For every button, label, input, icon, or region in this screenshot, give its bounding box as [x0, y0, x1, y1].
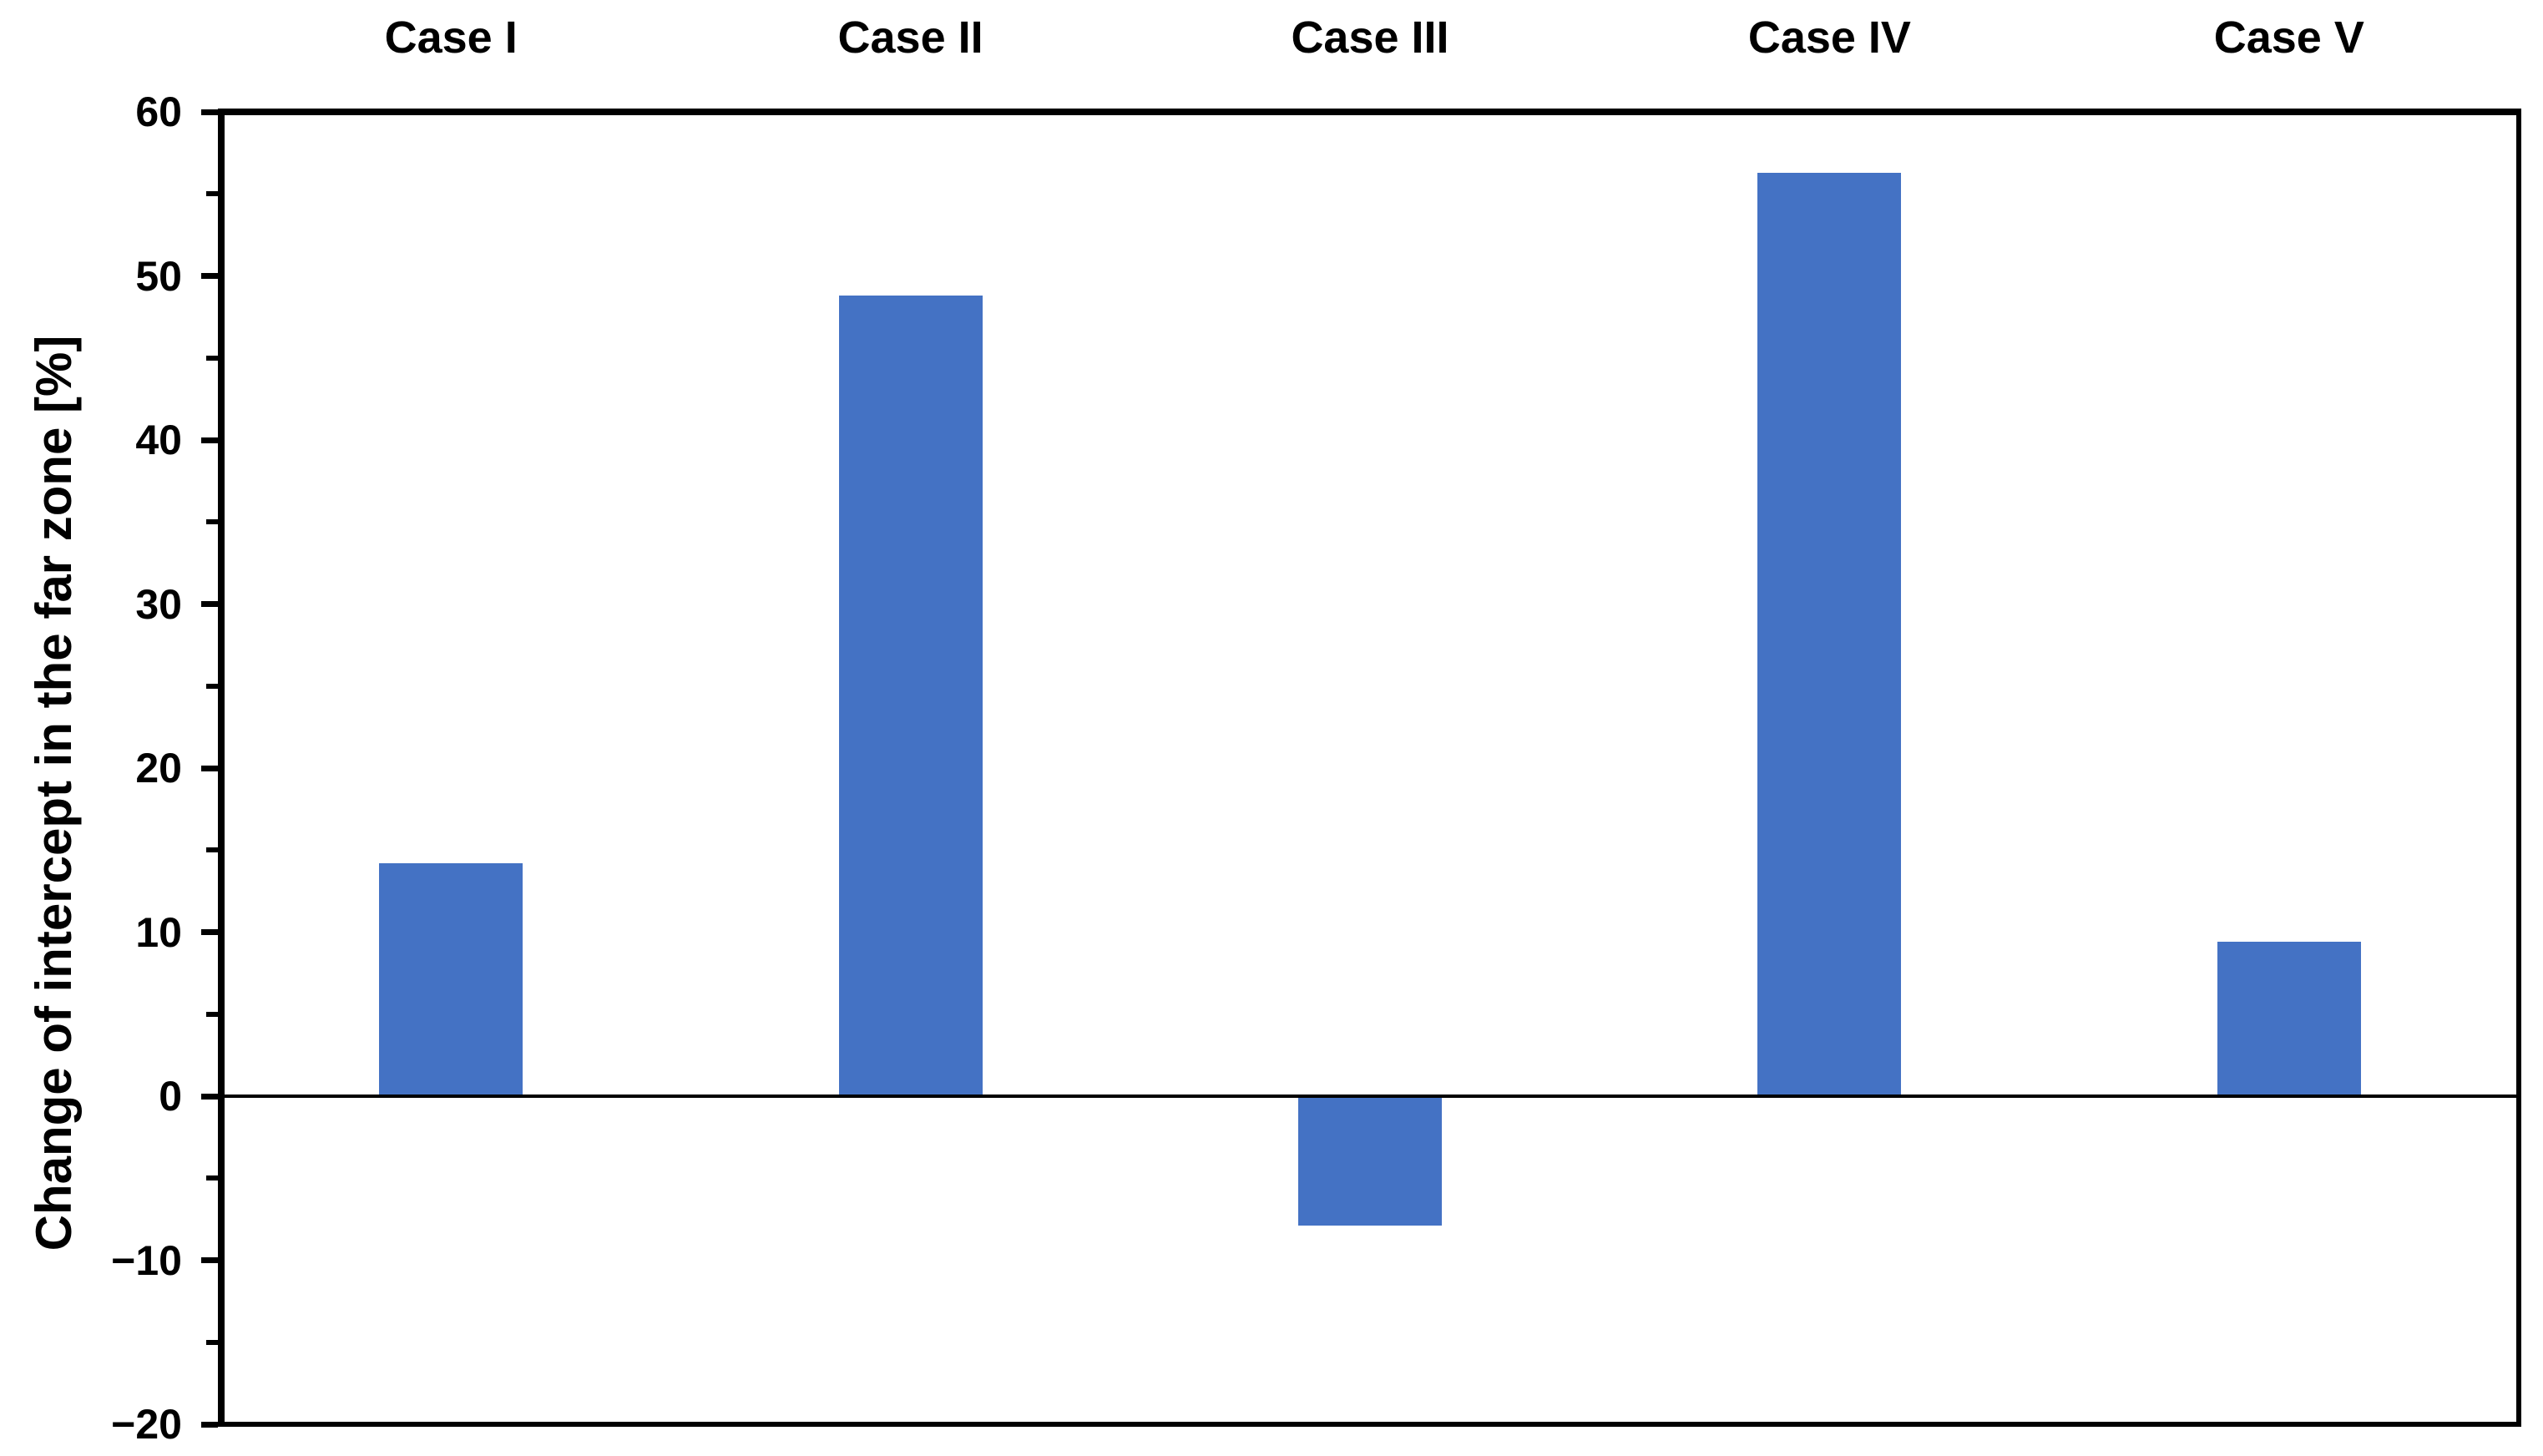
y-major-tick — [201, 109, 218, 115]
y-tick-label: 10 — [135, 908, 182, 956]
y-major-tick — [201, 765, 218, 771]
y-minor-tick — [206, 683, 218, 689]
category-label: Case I — [384, 13, 518, 63]
y-major-tick — [201, 601, 218, 607]
y-minor-tick — [206, 191, 218, 197]
y-tick-label: 40 — [135, 417, 182, 463]
bar-case-ii — [838, 296, 983, 1096]
y-major-tick — [201, 929, 218, 935]
y-major-tick — [201, 1093, 218, 1100]
y-minor-tick — [206, 1175, 218, 1181]
y-minor-tick — [206, 1339, 218, 1345]
y-major-tick — [201, 437, 218, 443]
category-label: Case V — [2213, 13, 2364, 63]
category-label: Case II — [837, 13, 983, 63]
y-tick-label: 30 — [135, 580, 182, 628]
y-major-tick — [201, 1257, 218, 1263]
category-label: Case IV — [1747, 13, 1911, 63]
y-tick-label: −10 — [111, 1236, 182, 1284]
zero-baseline — [221, 1095, 2519, 1098]
y-minor-tick — [206, 355, 218, 361]
bar-case-iii — [1298, 1096, 1442, 1226]
y-tick-label: −20 — [111, 1401, 182, 1448]
y-major-tick — [201, 273, 218, 279]
bar-case-v — [2217, 942, 2361, 1096]
bar-case-iv — [1757, 172, 1902, 1096]
y-tick-label: 20 — [135, 745, 182, 791]
bar-case-i — [379, 862, 523, 1096]
y-minor-tick — [206, 847, 218, 853]
y-tick-label: 60 — [135, 88, 182, 135]
category-label: Case III — [1291, 13, 1449, 63]
y-minor-tick — [206, 519, 218, 525]
y-major-tick — [201, 1421, 218, 1428]
plot-frame — [218, 109, 2521, 1427]
y-tick-label: 50 — [135, 252, 182, 300]
y-minor-tick — [206, 1011, 218, 1017]
y-tick-label: 0 — [159, 1073, 182, 1120]
